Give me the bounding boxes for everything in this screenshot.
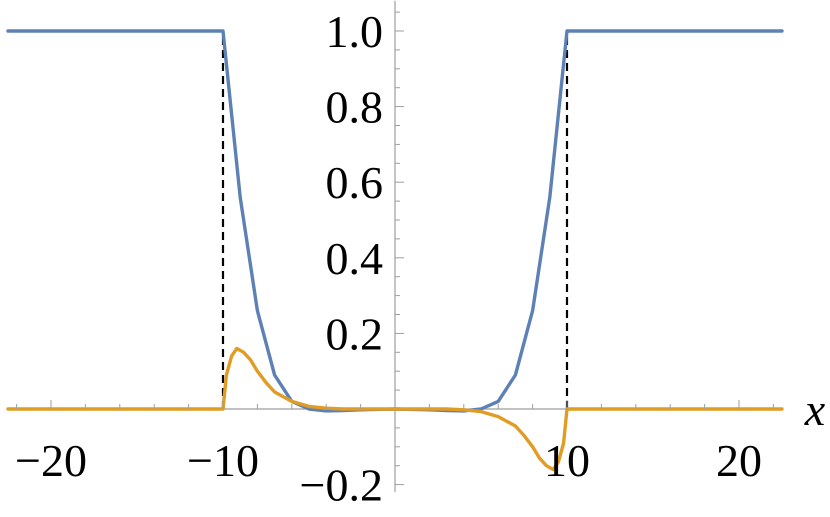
series-line-2 <box>6 346 784 472</box>
x-tick-label: 20 <box>716 435 762 486</box>
reference-lines <box>221 31 569 409</box>
y-tick-label: 0.2 <box>326 308 384 359</box>
x-tick-label: −10 <box>187 435 259 486</box>
x-tick-label: −20 <box>15 435 87 486</box>
axes <box>8 0 782 493</box>
series-lines <box>6 29 784 472</box>
tick-labels: −20 −10 10 20 1.0 0.8 0.6 0.4 0.2 −0.2 x <box>15 6 826 511</box>
y-tick-label: 0.6 <box>326 157 384 208</box>
y-tick-label: 1.0 <box>326 6 384 57</box>
y-tick-label: 0.8 <box>326 82 384 133</box>
x-tick-label: 10 <box>544 435 590 486</box>
y-tick-label: 0.4 <box>326 233 384 284</box>
y-tick-label: −0.2 <box>300 460 383 511</box>
x-axis-label: x <box>804 384 826 435</box>
ticks <box>16 11 774 486</box>
